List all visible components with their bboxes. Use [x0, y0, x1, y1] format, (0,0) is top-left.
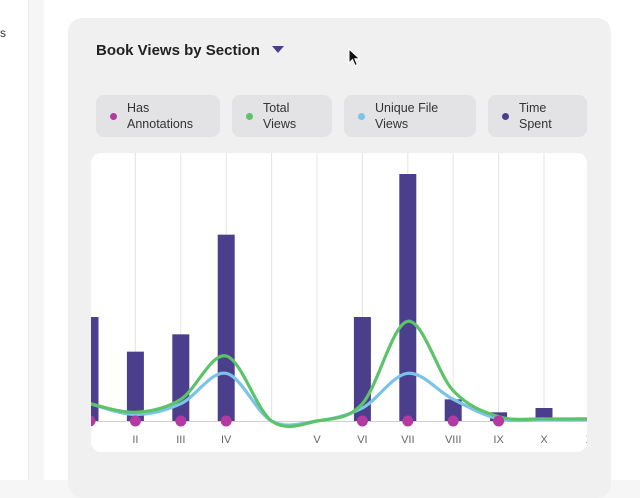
bar-time-spent [91, 317, 99, 421]
legend-dot-icon [110, 112, 117, 120]
chart-title-dropdown[interactable]: Book Views by Section [96, 42, 284, 59]
legend-dot-icon [502, 112, 509, 120]
legend-item-has-annotations[interactable]: Has Annotations [96, 95, 220, 137]
x-tick-label: II [132, 434, 138, 446]
chart-plot-area: IIIIIIVVVIVIIVIIIIXXX [91, 153, 587, 452]
annotation-dot [91, 415, 96, 427]
legend-dot-icon [246, 112, 253, 120]
legend-dot-icon [358, 112, 365, 120]
mouse-pointer-icon [348, 48, 361, 67]
bar-time-spent [217, 234, 235, 421]
annotation-dot [129, 415, 141, 427]
legend-item-time-spent[interactable]: Time Spent [488, 95, 587, 137]
legend-label: Has Annotations [127, 101, 194, 131]
bar-time-spent [172, 334, 190, 421]
annotation-dot [493, 415, 505, 427]
left-panel: s [0, 0, 29, 480]
x-tick-label: V [313, 434, 321, 446]
x-tick-label: VI [357, 434, 367, 446]
chart-title: Book Views by Section [96, 42, 260, 59]
annotation-dot [402, 415, 414, 427]
bar-time-spent [126, 351, 144, 421]
x-tick-label: III [176, 434, 185, 446]
x-tick-label: IX [493, 434, 504, 446]
legend-label: Time Spent [519, 101, 552, 131]
legend-label: Total Views [263, 101, 297, 131]
annotation-dot [447, 415, 459, 427]
annotation-dot [356, 415, 368, 427]
x-tick-label: VIII [445, 434, 462, 446]
x-tick-label: IV [221, 434, 232, 446]
x-tick-label: X [586, 434, 587, 446]
caret-down-icon[interactable] [271, 46, 284, 53]
legend-item-total-views[interactable]: Total Views [232, 95, 332, 137]
annotation-dot [220, 415, 232, 427]
left-panel-text-fragment: s [0, 26, 6, 40]
x-tick-label: X [540, 434, 548, 446]
chart-svg: IIIIIIVVVIVIIVIIIIXXX [91, 153, 587, 446]
annotation-dot [175, 415, 187, 427]
bar-time-spent [444, 399, 462, 421]
bar-time-spent [399, 174, 417, 421]
legend-item-unique-file-views[interactable]: Unique File Views [344, 95, 476, 137]
x-tick-label: VII [401, 434, 414, 446]
legend-label: Unique File Views [375, 101, 439, 131]
